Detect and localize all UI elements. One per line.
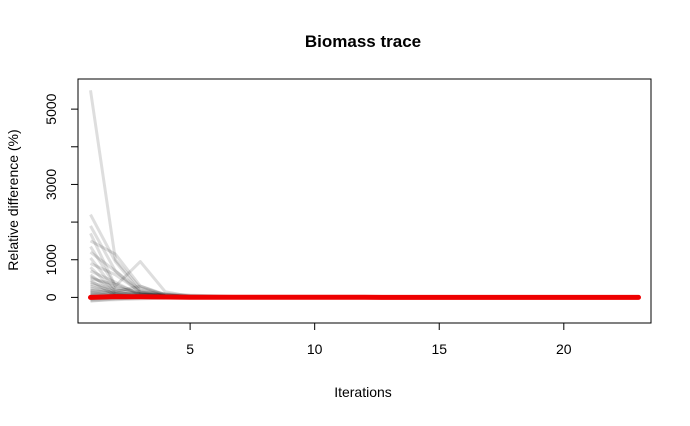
plot-frame (77, 78, 652, 324)
x-tick-label: 20 (556, 341, 572, 357)
highlight-trace (88, 294, 641, 300)
x-axis-label: Iterations (334, 384, 392, 400)
y-axis-label: Relative difference (%) (5, 129, 21, 270)
highlight-line (88, 294, 641, 300)
x-tick-label: 5 (186, 341, 194, 357)
trace-line-7 (89, 251, 166, 297)
chart-title: Biomass trace (305, 32, 421, 51)
x-axis: 5 10 15 20 (186, 322, 572, 357)
x-tick-label: 10 (307, 341, 323, 357)
y-tick-label: 3000 (43, 169, 59, 200)
x-tick-label: 15 (431, 341, 447, 357)
y-axis: 0 1000 3000 5000 (43, 93, 79, 301)
y-tick-label: 0 (43, 293, 59, 301)
trace-line-6 (89, 245, 191, 298)
trace-lines (89, 90, 265, 303)
y-tick-label: 1000 (43, 244, 59, 275)
y-tick-label: 5000 (43, 93, 59, 124)
trace-line-9 (89, 262, 166, 298)
